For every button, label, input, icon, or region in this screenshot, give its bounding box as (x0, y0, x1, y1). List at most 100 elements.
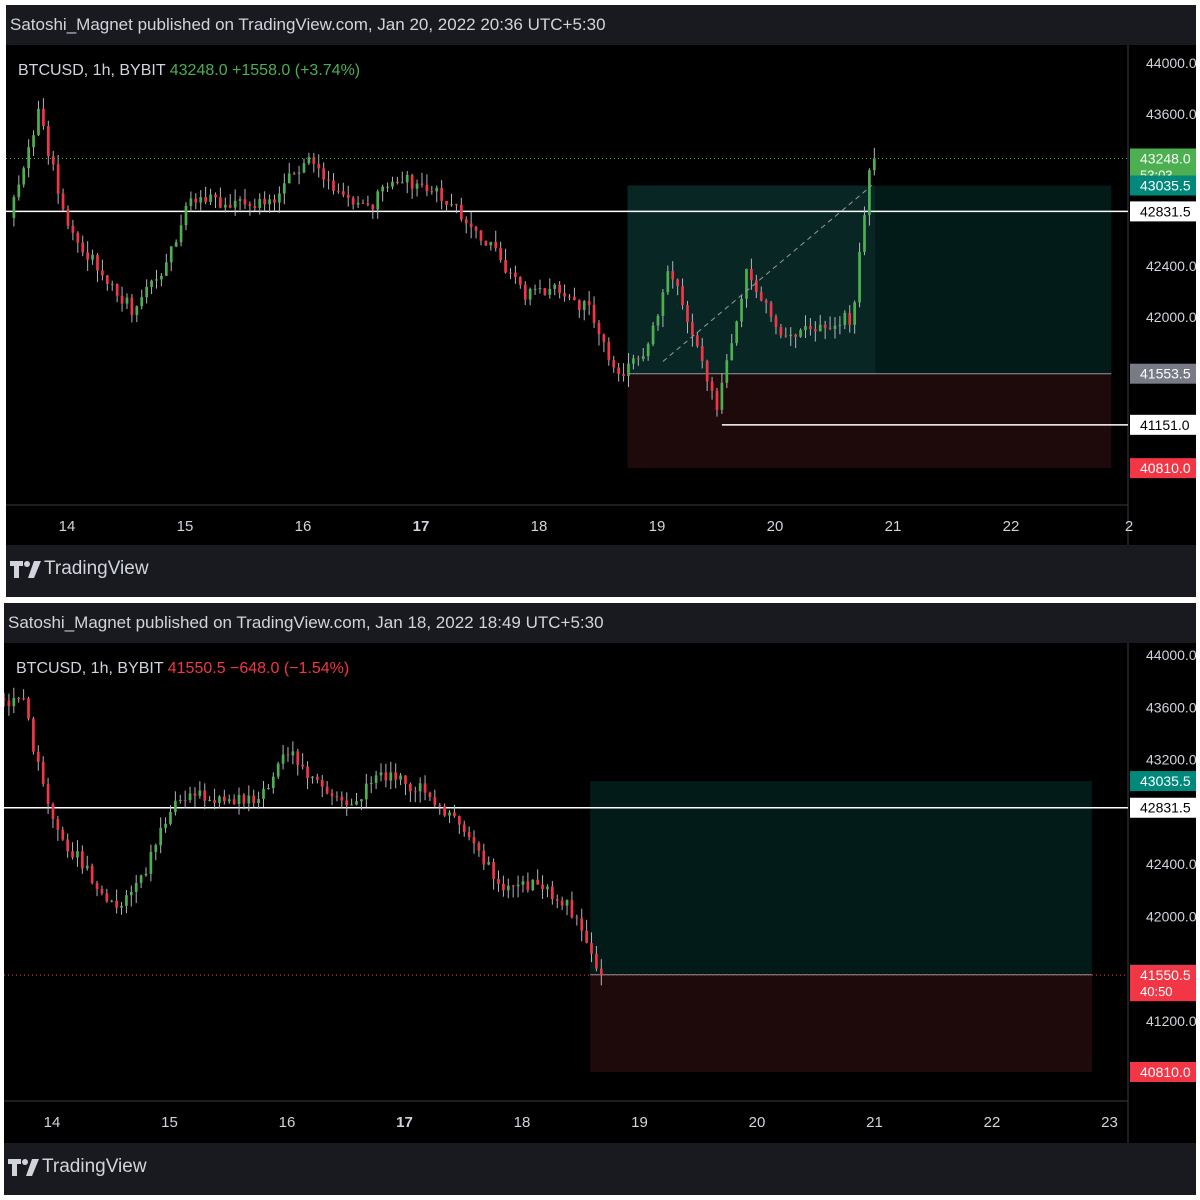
candle-body (129, 891, 133, 896)
candle-body (720, 382, 724, 410)
candle-body (150, 280, 153, 287)
candle-body (341, 191, 345, 195)
candle-body (754, 280, 758, 293)
x-tick-label: 18 (514, 1114, 531, 1131)
candle-body (27, 147, 31, 169)
candle-body (509, 272, 512, 274)
candle-body (833, 325, 837, 329)
candle-body (248, 204, 252, 207)
candle-body (71, 851, 74, 858)
footer-brand: TradingView (42, 1156, 147, 1177)
candle-body (789, 334, 793, 337)
candle-body (76, 232, 80, 243)
tradingview-logo-icon (8, 1159, 39, 1176)
candle-body (238, 199, 242, 201)
x-tick-label: 18 (531, 518, 548, 535)
candle-body (37, 108, 40, 136)
candle-body (292, 173, 296, 175)
candle-body (243, 199, 247, 205)
candle-body (51, 156, 55, 165)
candle-body (71, 225, 75, 233)
candle-body (435, 188, 439, 192)
candle-body (322, 168, 326, 180)
candle-body (391, 181, 394, 187)
candle-body (400, 182, 404, 184)
candle-body (301, 764, 305, 767)
candle-body (632, 358, 635, 364)
candle-body (12, 197, 16, 218)
candle-body (350, 804, 353, 806)
candle-body (4, 698, 6, 701)
candle-body (17, 184, 21, 198)
x-tick-label: 14 (44, 1114, 61, 1131)
candle-body (843, 312, 847, 325)
candle-body (76, 851, 79, 858)
candle-body (555, 899, 559, 901)
candle-body (345, 800, 349, 806)
candle-body (551, 886, 554, 900)
x-tick-label: 20 (767, 518, 784, 535)
candle-body (364, 783, 368, 800)
candle-body (263, 198, 267, 205)
candle-body (66, 839, 70, 852)
candle-body (66, 209, 70, 226)
candle-body (502, 883, 505, 891)
candle-body (160, 275, 163, 280)
candle-body (764, 300, 768, 303)
candle-body (656, 315, 660, 326)
candle-body (548, 288, 552, 295)
candle-body (627, 363, 630, 376)
price-tag-label: 43248.0 (1140, 151, 1191, 167)
candle-body (582, 301, 586, 310)
y-tick-label: 42400.0 (1146, 856, 1196, 872)
candle-body (227, 799, 231, 802)
candle-body (360, 799, 363, 802)
candle-body (681, 286, 684, 306)
candle-body (85, 865, 89, 869)
candle-body (140, 297, 144, 307)
candle-body (281, 754, 285, 764)
candle-body (22, 698, 25, 700)
candle-body (110, 900, 114, 902)
price-chart[interactable]: 14 15 16 17 18 19 20 21 22 244000.043600.042400.0… (6, 45, 1196, 545)
candle-body (459, 204, 463, 220)
candle-body (541, 884, 544, 890)
price-tag (1130, 1061, 1196, 1082)
candle-body (425, 184, 429, 192)
candle-body (504, 260, 507, 273)
candle-body (563, 293, 566, 297)
candle-body (257, 798, 260, 804)
candle-body (651, 325, 655, 345)
candle-body (32, 135, 35, 148)
price-chart[interactable]: 14 15 16 17 18 19 20 21 22 23 44000.0 43600.0 43200.… (4, 643, 1196, 1143)
x-tick-label: 23 (1101, 1114, 1118, 1131)
candle-body (101, 270, 104, 276)
candle-body (526, 881, 530, 891)
x-tick-label: 16 (295, 518, 312, 535)
candle-body (232, 799, 236, 805)
candle-body (858, 251, 861, 303)
candle-body (149, 851, 153, 874)
candle-body (189, 198, 193, 206)
candle-body (516, 884, 520, 887)
candle-body (134, 882, 138, 892)
price-tag (1130, 965, 1196, 1002)
candle-body (497, 878, 500, 884)
price-tag-label: 41550.5 (1140, 967, 1191, 983)
candle-body (809, 325, 812, 330)
candle-body (361, 202, 365, 204)
candle-body (848, 312, 852, 325)
price-tag-label: 43035.5 (1140, 177, 1191, 193)
candle-body (242, 794, 246, 804)
candle-body (282, 183, 286, 194)
candle-body (443, 806, 446, 816)
candle-body (332, 180, 335, 191)
candle-body (410, 174, 414, 189)
candle-body (233, 200, 237, 208)
candle-body (428, 792, 432, 798)
price-tag-label: 42831.5 (1140, 203, 1191, 219)
candle-body (41, 761, 45, 785)
candle-body (135, 306, 139, 316)
candle-body (580, 918, 584, 931)
candle-body (376, 191, 380, 210)
